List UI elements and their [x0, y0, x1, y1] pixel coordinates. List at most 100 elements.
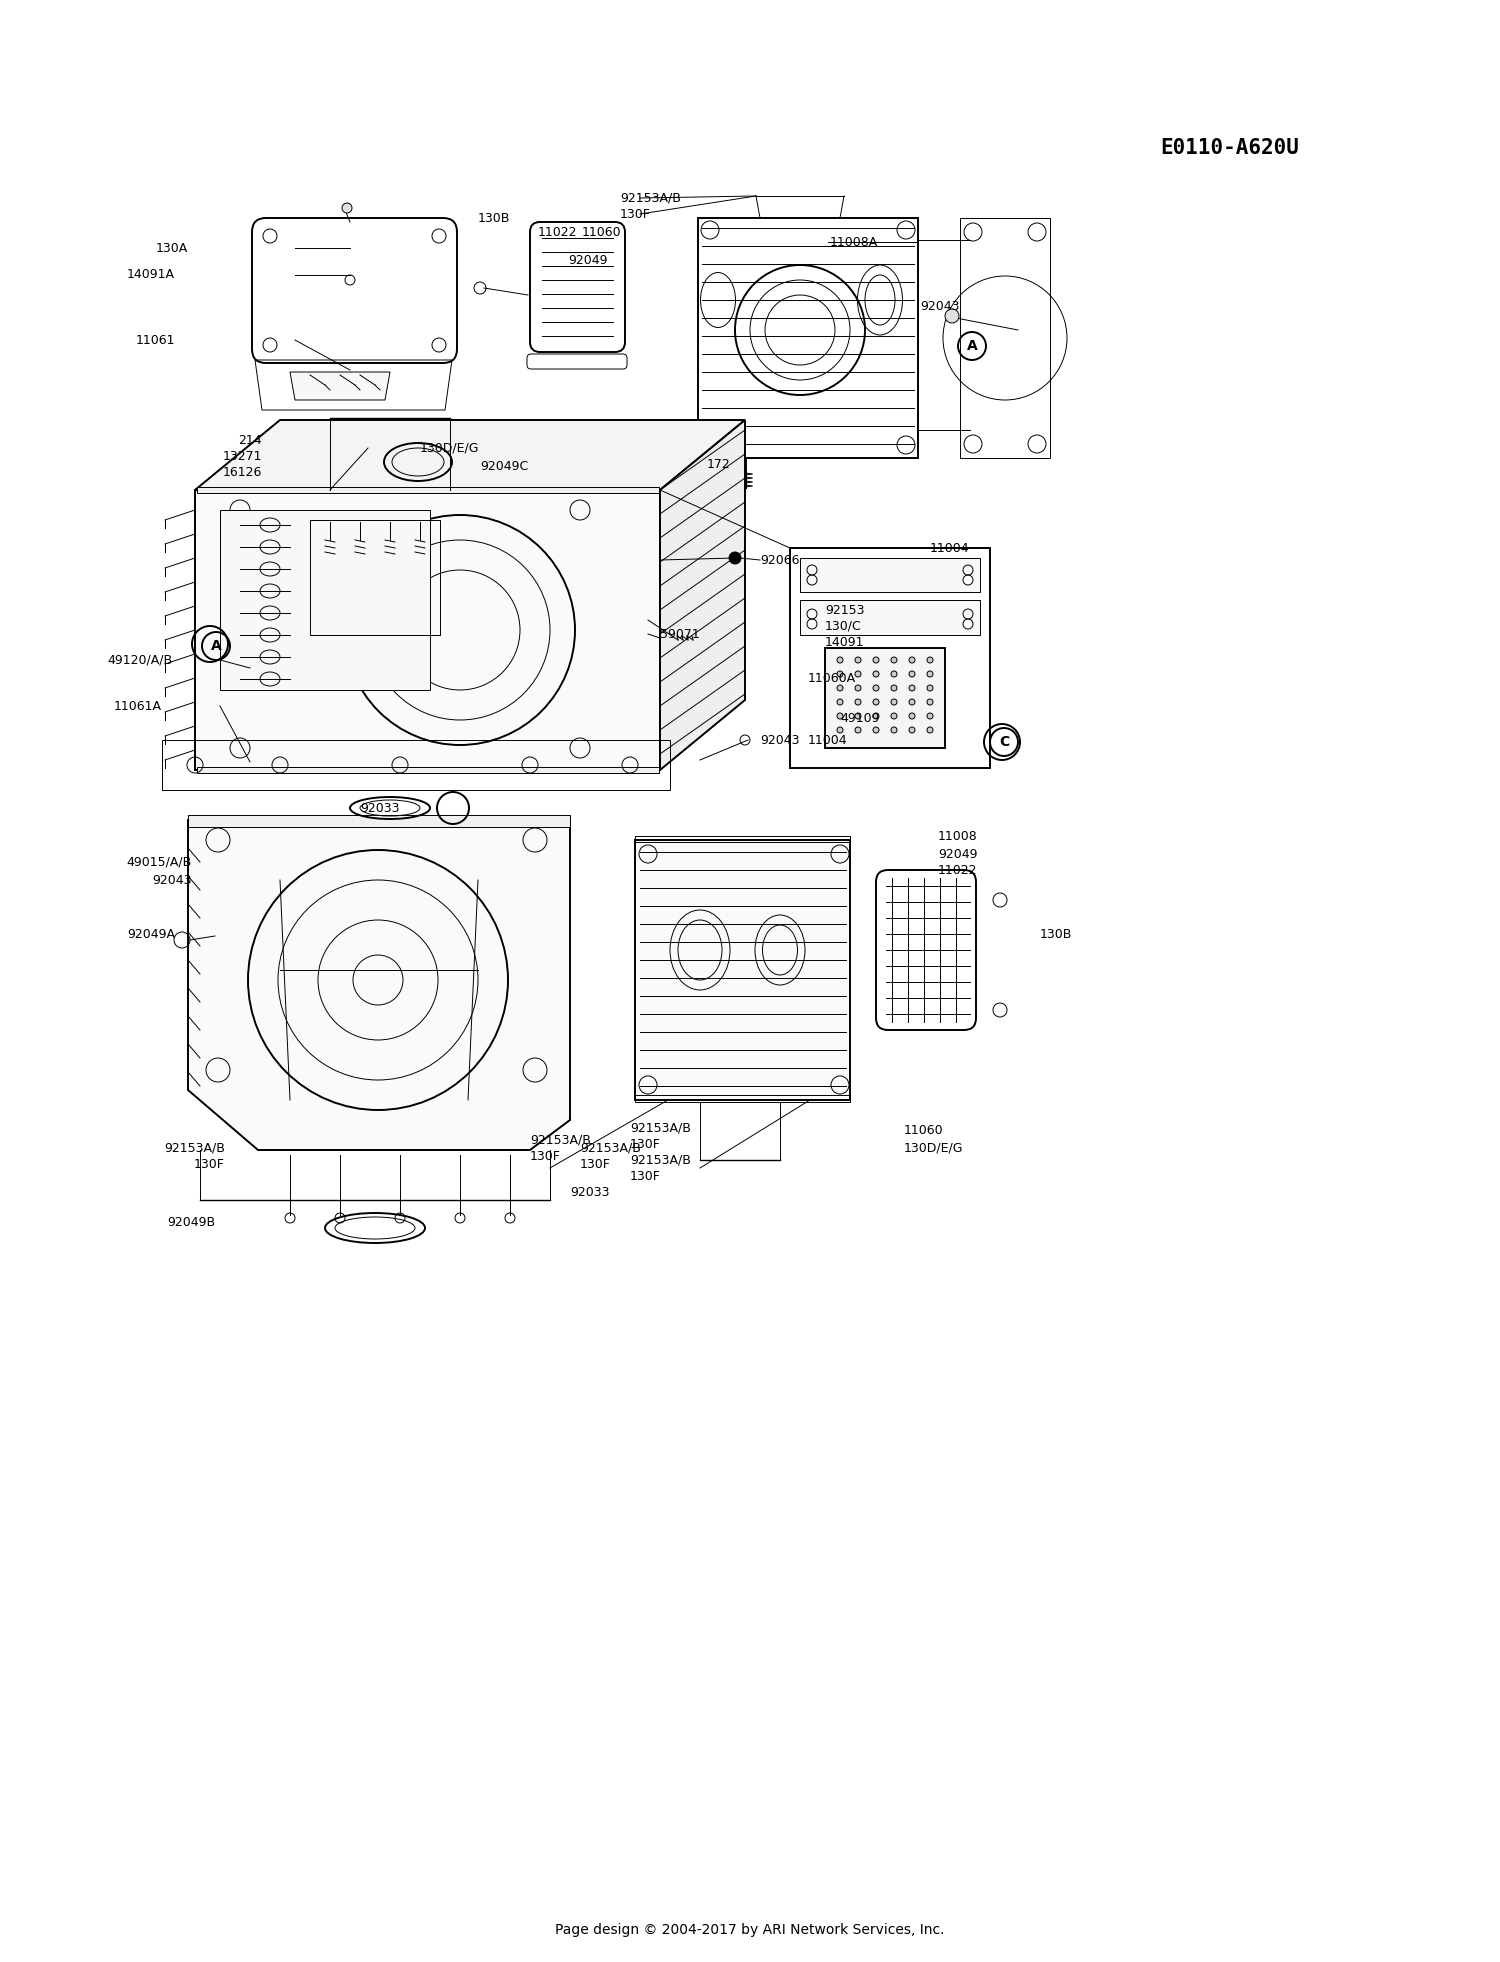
Text: 130F: 130F [620, 208, 651, 220]
Circle shape [891, 698, 897, 704]
Text: 92153A/B: 92153A/B [530, 1134, 591, 1146]
Text: 49120/A/B: 49120/A/B [106, 653, 172, 667]
Text: 92049: 92049 [938, 848, 978, 861]
Text: 214: 214 [238, 434, 262, 447]
Text: 130A: 130A [156, 241, 188, 255]
Circle shape [837, 712, 843, 718]
Polygon shape [800, 600, 980, 636]
Text: 92153A/B: 92153A/B [630, 1122, 692, 1134]
Text: 172: 172 [706, 457, 730, 471]
Text: 92153A/B: 92153A/B [620, 192, 681, 204]
Circle shape [837, 728, 843, 734]
Text: E0110-A620U: E0110-A620U [1161, 137, 1299, 159]
Text: 92153A/B: 92153A/B [630, 1154, 692, 1167]
Text: 49015/A/B: 49015/A/B [126, 855, 192, 869]
Text: 11022: 11022 [538, 226, 578, 239]
Circle shape [927, 698, 933, 704]
Text: 92033: 92033 [360, 802, 399, 814]
Circle shape [855, 728, 861, 734]
Circle shape [909, 698, 915, 704]
Circle shape [891, 685, 897, 691]
Circle shape [909, 671, 915, 677]
Text: 130F: 130F [630, 1169, 662, 1183]
Text: 130B: 130B [477, 212, 510, 224]
Text: 92049C: 92049C [480, 459, 528, 473]
Text: A: A [210, 640, 222, 653]
Circle shape [891, 728, 897, 734]
Bar [634, 840, 850, 1101]
Polygon shape [195, 490, 660, 769]
Circle shape [873, 657, 879, 663]
Text: 11022: 11022 [938, 863, 978, 877]
Circle shape [837, 671, 843, 677]
Text: 92043: 92043 [760, 734, 800, 746]
Circle shape [909, 685, 915, 691]
Polygon shape [188, 820, 570, 1150]
Text: 11061: 11061 [135, 334, 176, 347]
Circle shape [873, 671, 879, 677]
Text: 92033: 92033 [570, 1185, 609, 1199]
Text: 92153A/B: 92153A/B [164, 1142, 225, 1154]
Circle shape [873, 728, 879, 734]
Circle shape [342, 202, 352, 214]
Polygon shape [800, 557, 980, 593]
Text: 92049B: 92049B [166, 1216, 214, 1228]
Text: 49109: 49109 [840, 712, 879, 724]
Circle shape [927, 671, 933, 677]
Circle shape [927, 657, 933, 663]
Text: 92153A/B: 92153A/B [580, 1142, 640, 1154]
Text: A: A [966, 339, 978, 353]
Text: 11008: 11008 [938, 830, 978, 842]
Circle shape [837, 698, 843, 704]
Text: 14091: 14091 [825, 636, 864, 649]
Text: 92043: 92043 [153, 873, 192, 887]
Bar [196, 487, 658, 492]
Bar [310, 520, 440, 636]
Text: 16126: 16126 [222, 465, 262, 479]
Text: 130F: 130F [630, 1138, 662, 1150]
Bar [196, 767, 658, 773]
Text: 11004: 11004 [808, 734, 847, 746]
Circle shape [873, 698, 879, 704]
Circle shape [909, 728, 915, 734]
Bar [825, 647, 945, 748]
Circle shape [891, 671, 897, 677]
Polygon shape [290, 373, 390, 400]
Text: 11061A: 11061A [114, 700, 162, 712]
Circle shape [909, 712, 915, 718]
Text: 130F: 130F [530, 1150, 561, 1163]
Circle shape [855, 698, 861, 704]
Circle shape [873, 685, 879, 691]
Circle shape [855, 712, 861, 718]
Circle shape [873, 712, 879, 718]
Text: Page design © 2004-2017 by ARI Network Services, Inc.: Page design © 2004-2017 by ARI Network S… [555, 1923, 945, 1936]
Text: 13271: 13271 [222, 449, 262, 463]
Text: C: C [999, 736, 1010, 749]
Text: 14091A: 14091A [128, 269, 176, 281]
Bar [698, 218, 918, 457]
Circle shape [909, 657, 915, 663]
Circle shape [837, 685, 843, 691]
Circle shape [855, 671, 861, 677]
Text: 130F: 130F [580, 1158, 610, 1171]
Text: 11060: 11060 [582, 226, 621, 239]
Circle shape [891, 657, 897, 663]
Text: 92066: 92066 [760, 553, 800, 567]
Text: 92049: 92049 [568, 253, 608, 267]
Circle shape [927, 712, 933, 718]
Circle shape [855, 657, 861, 663]
Text: 130D/E/G: 130D/E/G [904, 1142, 963, 1154]
Bar [790, 547, 990, 767]
Text: 130B: 130B [1040, 928, 1072, 940]
Circle shape [927, 728, 933, 734]
Polygon shape [660, 420, 746, 769]
Circle shape [729, 551, 741, 563]
Text: 11008A: 11008A [830, 235, 879, 249]
Text: 92043: 92043 [920, 300, 960, 312]
Circle shape [945, 308, 958, 324]
Text: 59071: 59071 [660, 628, 699, 640]
Circle shape [837, 657, 843, 663]
Circle shape [891, 712, 897, 718]
Bar [220, 510, 430, 691]
Circle shape [855, 685, 861, 691]
